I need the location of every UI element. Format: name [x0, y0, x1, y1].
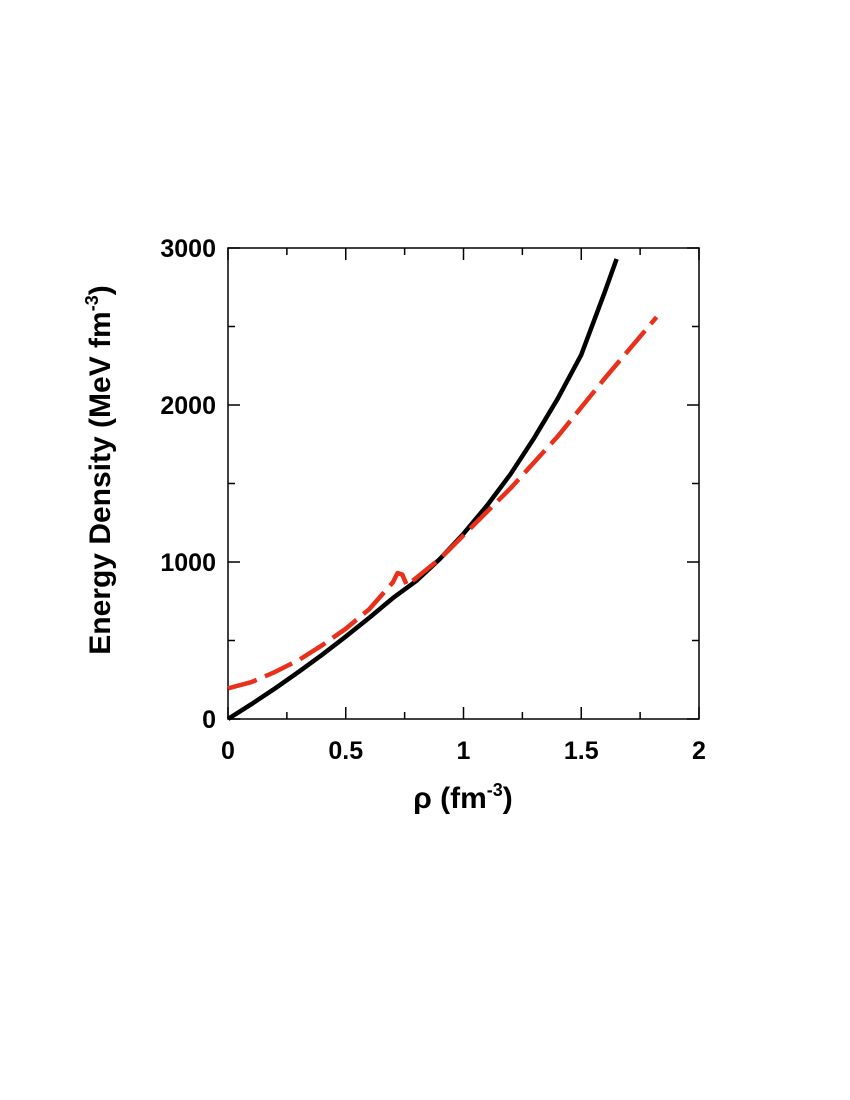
x-label-main: ρ (fm	[413, 782, 487, 815]
x-label-end: )	[503, 782, 513, 815]
y-tick-label: 1000	[160, 549, 216, 577]
y-tick-label: 0	[202, 706, 216, 734]
plot-frame	[227, 247, 700, 720]
x-tick-label: 1.5	[564, 737, 599, 765]
y-label-sup: -3	[82, 295, 102, 311]
x-tick-label: 2	[692, 737, 706, 765]
y-tick-label: 2000	[160, 392, 216, 420]
series-line	[227, 315, 659, 691]
x-label-sup: -3	[487, 780, 503, 800]
x-tick-label: 0	[221, 737, 235, 765]
series-line	[226, 258, 619, 721]
x-axis-label: ρ (fm-3)	[413, 780, 513, 815]
x-tick-label: 1	[457, 737, 471, 765]
y-label-main: Energy Density (MeV fm	[84, 311, 117, 654]
y-label-end: )	[84, 285, 117, 295]
x-tick-label: 0.5	[328, 737, 363, 765]
y-tick-label: 3000	[160, 235, 216, 263]
y-axis-label: Energy Density (MeV fm-3)	[82, 285, 117, 654]
